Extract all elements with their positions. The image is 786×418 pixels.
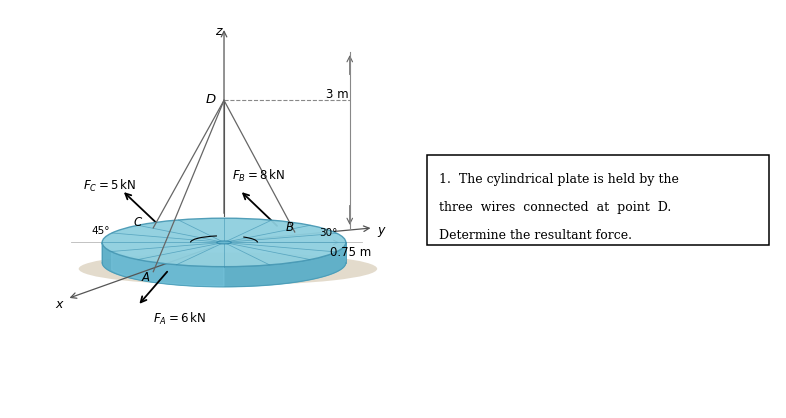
Text: 0.75 m: 0.75 m: [330, 246, 371, 260]
Text: $F_A = 6\,\mathrm{kN}$: $F_A = 6\,\mathrm{kN}$: [153, 311, 206, 326]
FancyBboxPatch shape: [427, 155, 769, 245]
Text: $F_B = 8\,\mathrm{kN}$: $F_B = 8\,\mathrm{kN}$: [232, 168, 285, 184]
Text: 30°: 30°: [319, 228, 338, 238]
Text: C: C: [134, 216, 141, 229]
Text: z: z: [215, 25, 222, 38]
Text: y: y: [377, 224, 385, 237]
Text: Determine the resultant force.: Determine the resultant force.: [439, 229, 632, 242]
Text: A: A: [141, 271, 149, 285]
Text: 1.  The cylindrical plate is held by the: 1. The cylindrical plate is held by the: [439, 173, 678, 186]
Text: D: D: [205, 93, 216, 106]
Text: three  wires  connected  at  point  D.: three wires connected at point D.: [439, 201, 670, 214]
Ellipse shape: [217, 241, 231, 244]
Polygon shape: [112, 250, 224, 286]
Ellipse shape: [102, 218, 346, 267]
Text: x: x: [55, 298, 63, 311]
Text: 3 m: 3 m: [326, 87, 349, 101]
Ellipse shape: [79, 252, 377, 285]
Text: 45°: 45°: [91, 226, 110, 236]
Text: $F_C = 5\,\mathrm{kN}$: $F_C = 5\,\mathrm{kN}$: [83, 178, 136, 194]
Polygon shape: [102, 242, 346, 287]
Text: B: B: [285, 221, 293, 234]
